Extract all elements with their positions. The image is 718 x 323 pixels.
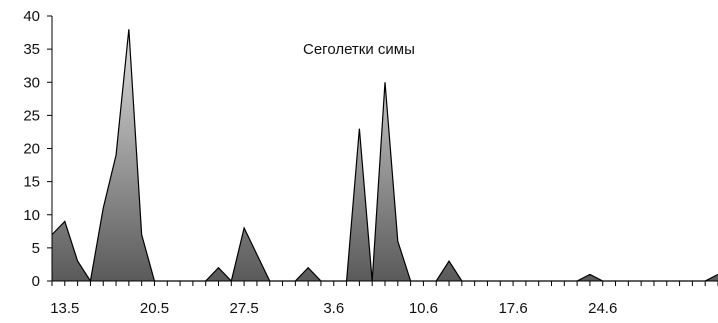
x-tick-label: 3.6: [323, 300, 344, 317]
area-fill: [52, 29, 718, 281]
x-tick-label: 17.6: [498, 300, 527, 317]
chart-title: Сеголетки симы: [303, 41, 415, 58]
x-tick-label: 10.6: [409, 300, 438, 317]
y-tick-label: 30: [23, 74, 40, 91]
x-tick-label: 24.6: [588, 300, 617, 317]
x-tick-label: 27.5: [230, 300, 259, 317]
y-tick-label: 35: [23, 41, 40, 58]
x-tick-label: 20.5: [140, 300, 169, 317]
y-tick-label: 10: [23, 207, 40, 224]
y-tick-label: 15: [23, 174, 40, 191]
x-tick-label: 13.5: [50, 300, 79, 317]
y-tick-label: 25: [23, 107, 40, 124]
y-tick-label: 5: [32, 240, 40, 257]
y-tick-label: 0: [32, 273, 40, 290]
y-tick-label: 20: [23, 141, 40, 158]
plot-area: 0 5 10 15 20 25 30 35 40 13.5 20.5 27.5 3.6 10.6 17.6 2…: [23, 8, 718, 317]
y-tick-label: 40: [23, 8, 40, 25]
